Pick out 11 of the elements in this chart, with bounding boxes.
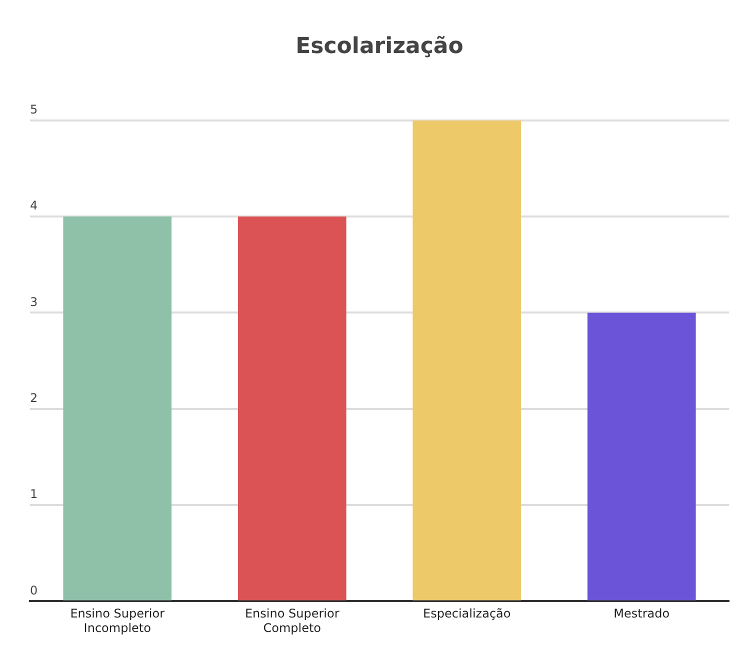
y-tick-label: 2 — [30, 391, 38, 406]
y-tick-label: 1 — [30, 487, 38, 502]
chart-title: Escolarização — [296, 34, 464, 59]
y-tick-label: 5 — [30, 102, 38, 117]
x-tick-label: Ensino Superior Completo — [244, 606, 340, 635]
y-tick-label: 3 — [30, 294, 38, 309]
y-tick-label: 0 — [30, 583, 38, 598]
x-tick-label: Mestrado — [614, 606, 670, 621]
y-tick-label: 4 — [30, 198, 38, 213]
x-tick-label: Ensino Superior Incompleto — [70, 606, 165, 635]
x-tick-label: Especialização — [423, 606, 511, 621]
